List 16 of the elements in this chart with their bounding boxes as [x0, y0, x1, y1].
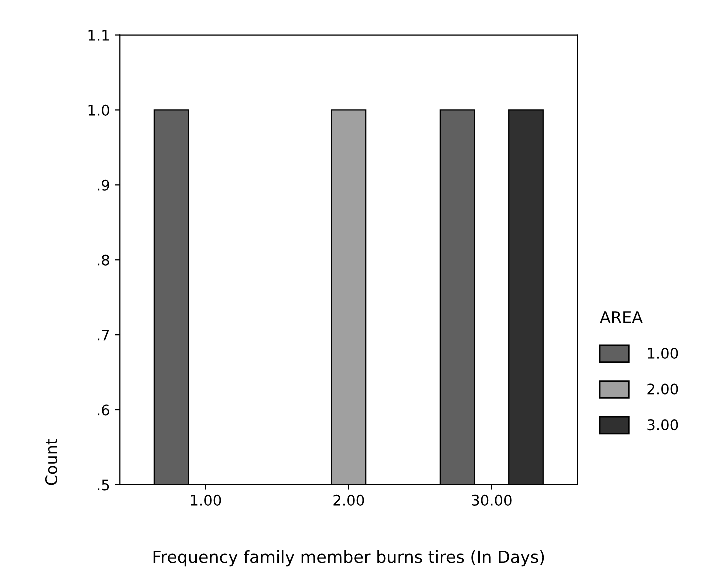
legend-label: 3.00 — [648, 420, 678, 431]
x-tick-label: 2.00 — [334, 494, 364, 506]
y-tick-label: .9 — [98, 180, 110, 191]
legend-label: 1.00 — [648, 348, 678, 359]
x-tick-label: 30.00 — [472, 494, 512, 506]
y-tick-label: .5 — [98, 480, 110, 491]
y-axis-title: Count — [45, 439, 58, 486]
x-tick-label: 1.00 — [191, 494, 222, 506]
y-tick-label: 1.1 — [88, 30, 110, 41]
y-tick-label: .8 — [98, 254, 110, 266]
x-axis-title: Frequency family member burns tires (In Days) — [154, 550, 544, 567]
legend-label: 2.00 — [648, 384, 678, 395]
y-tick-label: 1.0 — [88, 104, 110, 116]
y-tick-label: .6 — [98, 404, 110, 416]
y-tick-label: .7 — [98, 330, 110, 341]
legend-title: AREA — [600, 312, 643, 324]
